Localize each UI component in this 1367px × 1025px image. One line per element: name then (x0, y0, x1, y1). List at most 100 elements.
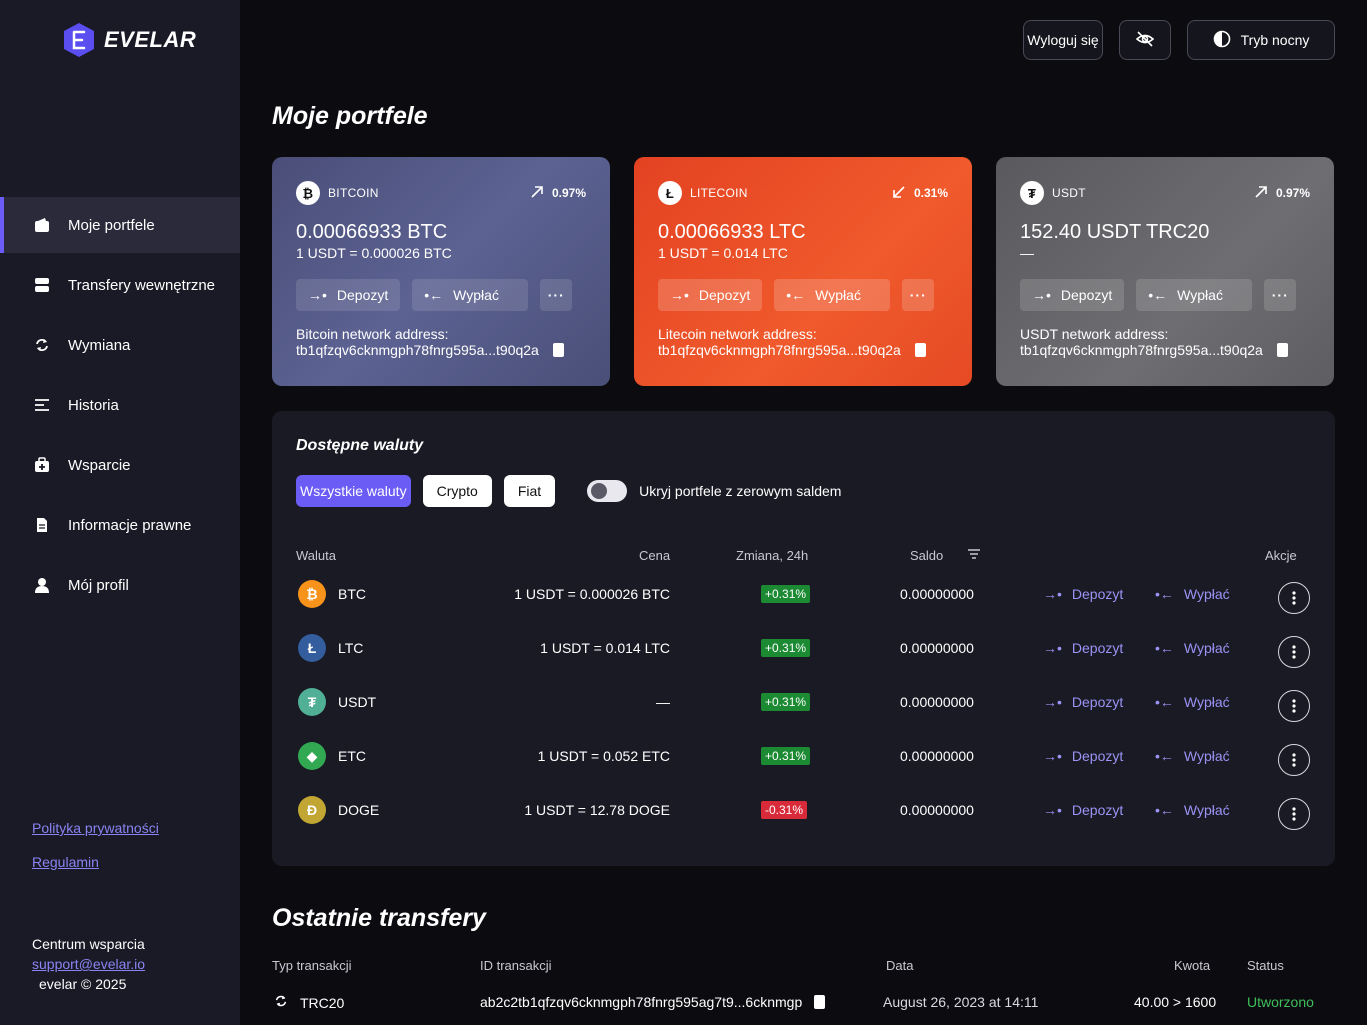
deposit-icon: →• (1043, 640, 1062, 656)
copy-icon[interactable] (814, 995, 826, 1009)
copy-icon[interactable] (1276, 343, 1288, 357)
deposit-icon: →• (308, 287, 327, 303)
currency-code: BTC (338, 586, 366, 602)
withdraw-link[interactable]: •← Wypłać (1155, 682, 1230, 722)
copy-icon[interactable] (914, 343, 926, 357)
transfer-date: August 26, 2023 at 14:11 (883, 994, 1039, 1010)
sidebar-item-internal-transfers[interactable]: Transfery wewnętrzne (0, 257, 240, 313)
deposit-link[interactable]: →• Depozyt (1043, 628, 1123, 668)
address-label: USDT network address: (1020, 326, 1169, 342)
withdraw-link[interactable]: •← Wypłać (1155, 574, 1230, 614)
row-actions-button[interactable] (1278, 690, 1310, 722)
sidebar-item-history[interactable]: Historia (0, 377, 240, 433)
hide-balance-button[interactable] (1119, 20, 1171, 60)
filter-crypto-button[interactable]: Crypto (422, 475, 492, 507)
wallet-coin-name: BITCOIN (328, 186, 379, 200)
support-email-link[interactable]: support@evelar.io (32, 956, 146, 972)
wallet-icon (34, 217, 50, 233)
deposit-link[interactable]: →• Depozyt (1043, 790, 1123, 830)
btc-icon: ₿ (298, 580, 326, 608)
transfer-icon (34, 277, 50, 293)
withdraw-label: Wypłać (1183, 640, 1230, 656)
currency-price: 1 USDT = 12.78 DOGE (524, 802, 670, 818)
sidebar-item-exchange[interactable]: Wymiana (0, 317, 240, 373)
withdraw-icon: •← (786, 287, 806, 303)
withdraw-link[interactable]: •← Wypłać (1155, 790, 1230, 830)
hide-zero-label: Ukryj portfele z zerowym saldem (639, 483, 842, 499)
withdraw-icon: •← (1155, 640, 1174, 656)
currency-row-doge: Ð DOGE 1 USDT = 12.78 DOGE -0.31% 0.00000000… (272, 790, 1335, 844)
column-header-currency: Waluta (296, 548, 336, 563)
change-badge: +0.31% (761, 747, 811, 765)
copy-icon[interactable] (552, 343, 564, 357)
transfers-title: Ostatnie transfery (272, 904, 486, 932)
wallet-address: tb1qfzqv6cknmgph78fnrg595a...t90q2a (658, 342, 901, 358)
deposit-label: Depozyt (1060, 287, 1113, 303)
usdt-icon: ₮ (298, 688, 326, 716)
withdraw-label: Wypłać (1183, 748, 1230, 764)
withdraw-button[interactable]: •← Wypłać (1136, 279, 1253, 311)
deposit-icon: →• (1043, 802, 1062, 818)
deposit-button[interactable]: →• Depozyt (1020, 279, 1125, 311)
user-icon (34, 577, 50, 593)
support-icon (34, 457, 50, 473)
arrow-up-right-icon (530, 185, 544, 202)
brand-logo[interactable]: EVELAR (62, 22, 196, 58)
hide-zero-toggle[interactable] (587, 480, 628, 502)
filter-fiat-button[interactable]: Fiat (503, 475, 556, 507)
row-actions-button[interactable] (1278, 744, 1310, 776)
deposit-button[interactable]: →• Depozyt (658, 279, 763, 311)
sidebar-item-label: Historia (68, 396, 119, 414)
night-mode-button[interactable]: Tryb nocny (1187, 20, 1335, 60)
sidebar-item-label: Wsparcie (68, 456, 131, 474)
more-button[interactable]: ··· (540, 279, 573, 311)
row-actions-button[interactable] (1278, 798, 1310, 830)
logout-button[interactable]: Wyloguj się (1023, 20, 1103, 60)
filter-icon[interactable] (967, 548, 981, 563)
deposit-label: Depozyt (336, 287, 389, 303)
sidebar: EVELAR Moje portfele Transfery wewnętrzn… (0, 0, 240, 1025)
evelar-logo-icon (64, 23, 94, 57)
wallet-card-bitcoin: ₿ BITCOIN 0.97% 0.00066933 BTC 1 USDT = 0… (272, 157, 610, 386)
currency-price: 1 USDT = 0.000026 BTC (514, 586, 670, 602)
wallet-coin-name: LITECOIN (690, 186, 748, 200)
withdraw-label: Wypłać (1177, 287, 1223, 303)
more-button[interactable]: ··· (1264, 279, 1297, 311)
contrast-icon (1213, 30, 1231, 51)
deposit-link[interactable]: →• Depozyt (1043, 736, 1123, 776)
deposit-link[interactable]: →• Depozyt (1043, 682, 1123, 722)
row-actions-button[interactable] (1278, 582, 1310, 614)
tether-icon: ₮ (1020, 181, 1044, 205)
filter-all-button[interactable]: Wszystkie waluty (296, 475, 411, 507)
sidebar-item-support[interactable]: Wsparcie (0, 437, 240, 493)
currency-cell: ₮ USDT (298, 682, 376, 722)
more-button[interactable]: ··· (902, 279, 935, 311)
currency-cell: ◆ ETC (298, 736, 366, 776)
sidebar-item-wallets[interactable]: Moje portfele (0, 197, 240, 253)
column-header-status: Status (1247, 958, 1284, 973)
deposit-icon: →• (670, 287, 689, 303)
kebab-icon (1292, 645, 1296, 659)
row-actions-button[interactable] (1278, 636, 1310, 668)
change-badge: +0.31% (761, 639, 811, 657)
kebab-icon (1292, 807, 1296, 821)
withdraw-link[interactable]: •← Wypłać (1155, 628, 1230, 668)
withdraw-button[interactable]: •← Wypłać (412, 279, 529, 311)
deposit-link[interactable]: →• Depozyt (1043, 574, 1123, 614)
sidebar-footer: Centrum wsparcia support@evelar.io evela… (32, 934, 145, 994)
transfer-type-cell: TRC20 (274, 994, 344, 1011)
sidebar-item-profile[interactable]: Mój profil (0, 557, 240, 613)
currency-row-usdt: ₮ USDT — +0.31% 0.00000000 →• Depozyt •← Wypłać (272, 682, 1335, 736)
address-label: Litecoin network address: (658, 326, 817, 342)
withdraw-icon: •← (1155, 748, 1174, 764)
terms-link[interactable]: Regulamin (32, 854, 99, 870)
deposit-label: Depozyt (1071, 748, 1124, 764)
wallet-address: tb1qfzqv6cknmgph78fnrg595a...t90q2a (296, 342, 539, 358)
deposit-button[interactable]: →• Depozyt (296, 279, 401, 311)
withdraw-button[interactable]: •← Wypłać (774, 279, 891, 311)
sidebar-item-legal[interactable]: Informacje prawne (0, 497, 240, 553)
deposit-icon: →• (1032, 287, 1051, 303)
privacy-policy-link[interactable]: Polityka prywatności (32, 820, 159, 836)
currency-code: LTC (338, 640, 364, 656)
withdraw-link[interactable]: •← Wypłać (1155, 736, 1230, 776)
